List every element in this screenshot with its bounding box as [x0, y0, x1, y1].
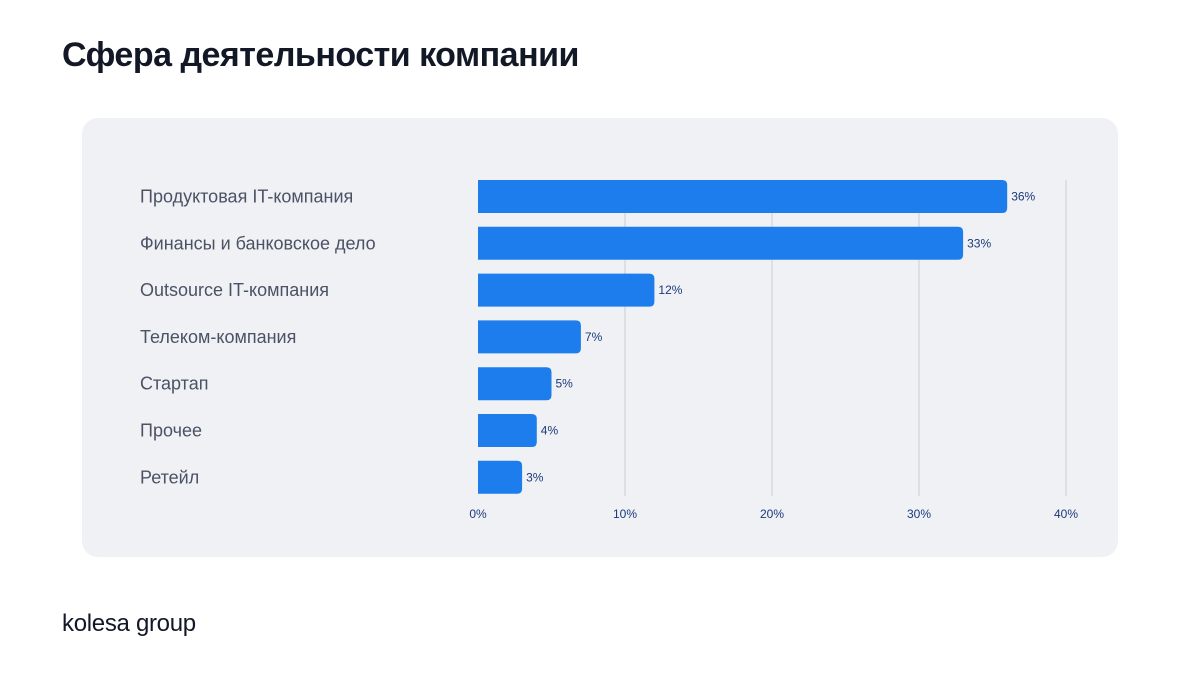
- x-tick-label: 20%: [760, 507, 784, 521]
- value-label: 36%: [1011, 190, 1035, 204]
- category-label: Продуктовая IT-компания: [140, 187, 353, 207]
- page-title: Сфера деятельности компании: [62, 36, 579, 74]
- x-axis-ticks: 0% 10% 20% 30% 40%: [469, 507, 1078, 521]
- category-label: Стартап: [140, 374, 208, 394]
- x-tick-label: 30%: [907, 507, 931, 521]
- chart-card: Продуктовая IT-компания Финансы и банковс…: [82, 118, 1118, 557]
- brand-logo: kolesa group: [62, 610, 196, 637]
- category-label: Прочее: [140, 421, 202, 441]
- bars: [478, 180, 1008, 494]
- bar: [478, 414, 537, 447]
- value-label: 4%: [541, 424, 559, 438]
- category-labels: Продуктовая IT-компания Финансы и банковс…: [140, 187, 376, 488]
- bar: [478, 460, 523, 494]
- bar: [478, 226, 964, 260]
- bar: [478, 180, 1008, 213]
- bar: [478, 320, 581, 354]
- x-tick-label: 10%: [613, 507, 637, 521]
- value-label: 33%: [967, 236, 991, 250]
- value-labels: 36% 33% 12% 7% 5% 4% 3%: [526, 190, 1035, 485]
- category-label: Телеком-компания: [140, 327, 296, 347]
- value-label: 7%: [585, 330, 603, 344]
- bar: [478, 367, 552, 401]
- bar: [478, 273, 655, 307]
- value-label: 12%: [658, 283, 682, 297]
- value-label: 5%: [556, 377, 574, 391]
- category-label: Финансы и банковское дело: [140, 233, 376, 253]
- value-label: 3%: [526, 470, 544, 484]
- x-tick-label: 40%: [1054, 507, 1078, 521]
- bar-chart: Продуктовая IT-компания Финансы и банковс…: [140, 180, 1078, 521]
- category-label: Ретейл: [140, 467, 199, 487]
- category-label: Outsource IT-компания: [140, 280, 329, 300]
- x-tick-label: 0%: [469, 507, 487, 521]
